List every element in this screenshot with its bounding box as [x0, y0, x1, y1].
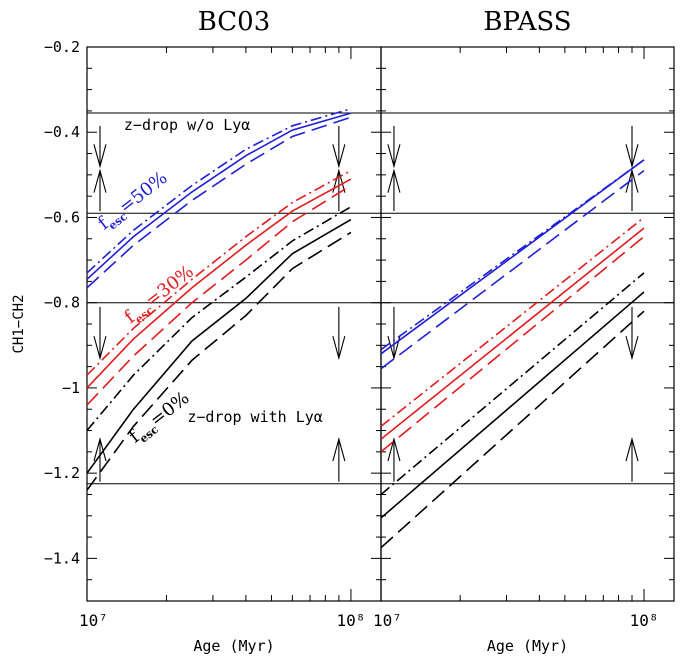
y-tick-label: −0.6 — [44, 208, 80, 226]
annotation-label: z−drop with Lyα — [187, 408, 322, 426]
y-tick-label: −1 — [62, 379, 80, 397]
y-tick-label: −1.2 — [44, 464, 80, 482]
fesc-label: fesc=50% — [94, 167, 173, 236]
y-tick-label: −1.4 — [44, 549, 80, 567]
arrow-head — [625, 436, 639, 462]
panel-bc03: BC03 10⁷ 10⁸ Age (Myr) z−drop w/o Lyα z−drop … — [79, 7, 382, 655]
series-line-dashed — [381, 235, 645, 453]
panel-bpass: BPASS 10⁷ 10⁸ Age (Myr) — [373, 7, 675, 655]
series-line-solid — [381, 291, 645, 519]
series-line-dashed — [381, 310, 645, 549]
selection-arrow-up — [332, 436, 346, 482]
fesc-value: =30% — [141, 261, 197, 311]
fesc-value: =0% — [146, 387, 193, 430]
arrow-head — [332, 335, 346, 361]
panel-title: BPASS — [483, 7, 571, 37]
series-group — [87, 108, 352, 491]
y-axis-label: CH1−CH2 — [11, 294, 27, 353]
selection-arrow-down — [93, 125, 107, 169]
fesc-value: =50% — [115, 167, 171, 217]
selection-arrow-down — [387, 306, 401, 361]
arrow-head — [387, 168, 401, 193]
arrow-head — [332, 436, 346, 462]
series-line-solid — [87, 112, 352, 280]
selection-arrow-up — [625, 168, 639, 212]
series-line-solid — [87, 178, 352, 389]
arrow-head — [93, 436, 107, 462]
series-line-dashdot — [381, 216, 645, 427]
arrow-head — [387, 144, 401, 169]
arrow-head — [387, 436, 401, 462]
annotation-label: z−drop w/o Lyα — [124, 116, 250, 134]
arrow-head — [625, 168, 639, 193]
x-axis-label: Age (Myr) — [193, 637, 274, 655]
selection-arrow-down — [93, 306, 107, 361]
x-tick-label: 10⁸ — [630, 611, 659, 630]
arrow-head — [625, 144, 639, 169]
series-line-dashed — [381, 169, 645, 370]
fesc-label: fesc=30% — [121, 261, 200, 330]
series-line-dashed — [87, 184, 352, 406]
selection-arrow-up — [625, 436, 639, 482]
arrow-head — [625, 335, 639, 361]
selection-arrow-down — [625, 125, 639, 169]
panel-title: BC03 — [198, 7, 271, 37]
series-line-dashed — [87, 231, 352, 491]
selection-arrow-down — [387, 125, 401, 169]
fesc-label-text: fesc=50% — [94, 167, 173, 236]
series-line-dashdot — [381, 159, 645, 351]
selection-arrow-up — [93, 436, 107, 482]
y-tick-label: −0.4 — [44, 123, 80, 141]
selection-arrow-down — [625, 306, 639, 361]
arrow-head — [93, 168, 107, 193]
arrow-head — [93, 335, 107, 361]
selection-arrow-up — [387, 168, 401, 212]
arrow-head — [93, 144, 107, 169]
fesc-label-text: fesc=30% — [121, 261, 200, 330]
selection-arrow-down — [332, 125, 346, 169]
x-tick-label: 10⁷ — [79, 611, 108, 630]
selection-arrow-down — [332, 306, 346, 361]
selection-arrow-up — [387, 436, 401, 482]
x-tick-label: 10⁸ — [336, 611, 365, 630]
series-line-dashed — [87, 116, 352, 289]
selection-arrow-up — [93, 168, 107, 212]
arrow-head — [332, 144, 346, 169]
y-tick-label: −0.2 — [44, 38, 80, 56]
series-line-solid — [381, 159, 645, 355]
series-group — [381, 159, 645, 549]
arrow-head — [332, 168, 346, 193]
series-line-solid — [87, 218, 352, 474]
series-line-dashdot — [87, 108, 352, 274]
series-line-solid — [381, 227, 645, 440]
series-line-dashdot — [87, 169, 352, 376]
x-tick-label: 10⁷ — [373, 611, 402, 630]
series-line-dashdot — [381, 272, 645, 496]
y-tick-label: −0.8 — [44, 294, 80, 312]
x-axis-label: Age (Myr) — [487, 637, 568, 655]
